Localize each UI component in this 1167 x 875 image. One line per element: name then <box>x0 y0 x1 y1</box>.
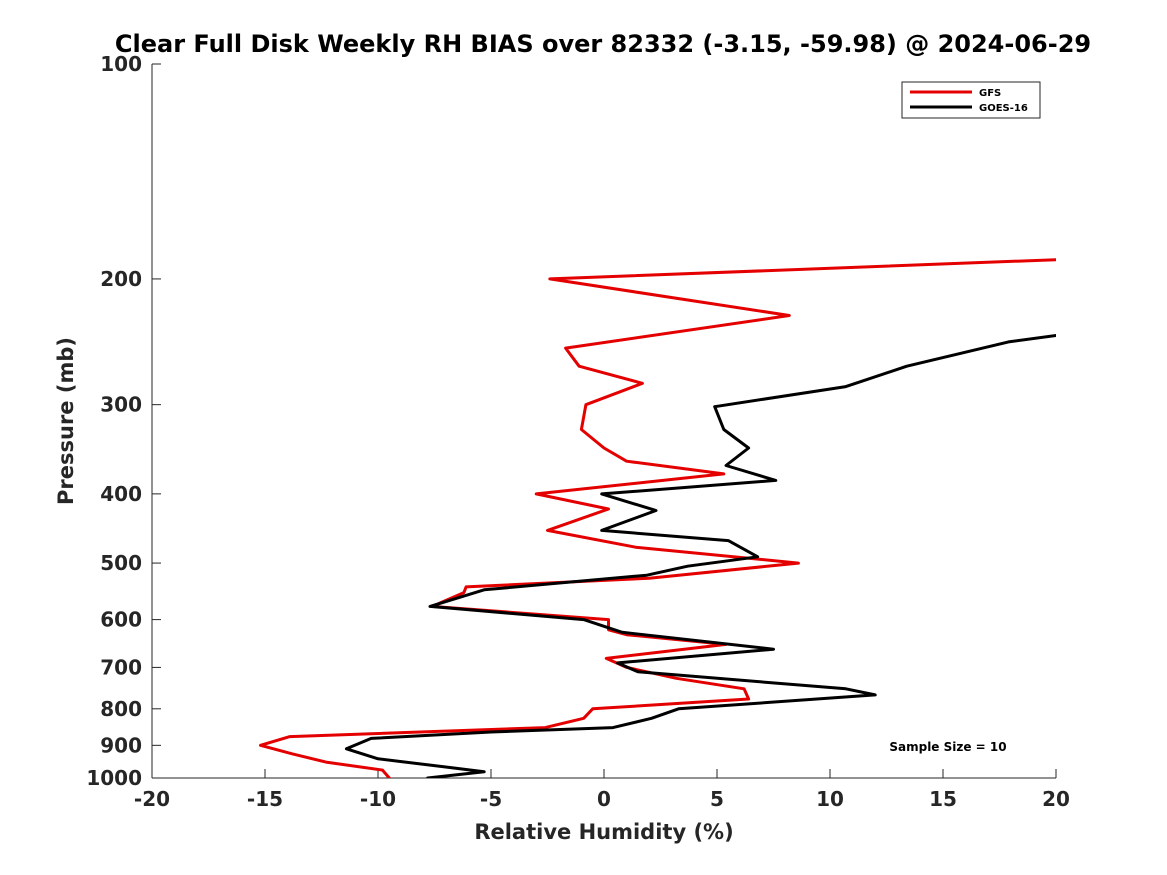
y-tick-label: 300 <box>100 393 142 417</box>
y-tick-label: 500 <box>100 551 142 575</box>
y-tick-label: 100 <box>100 52 142 76</box>
y-tick-label: 400 <box>100 482 142 506</box>
x-tick-label: -5 <box>480 787 502 811</box>
series-line-goes-16 <box>344 334 1056 778</box>
x-tick-label: 10 <box>816 787 844 811</box>
y-tick-label: 600 <box>100 608 142 632</box>
x-tick-label: 15 <box>929 787 957 811</box>
legend-label: GOES-16 <box>979 103 1028 114</box>
y-tick-label: 200 <box>100 267 142 291</box>
x-axis-label: Relative Humidity (%) <box>474 820 733 844</box>
plot-area: -20 -15 -10 -5 0 5 10 15 20 100 200 300 400 500 600 700… <box>86 52 1070 811</box>
x-tick-label: -20 <box>134 787 170 811</box>
y-tick-label: 700 <box>100 655 142 679</box>
chart-title: Clear Full Disk Weekly RH BIAS over 8233… <box>115 30 1091 58</box>
x-tick-label: -15 <box>247 787 283 811</box>
y-tick-label: 800 <box>100 697 142 721</box>
legend-box <box>901 81 1041 119</box>
legend-label: GFS <box>979 88 1001 99</box>
x-tick-label: -10 <box>360 787 396 811</box>
y-tick-label: 900 <box>100 733 142 757</box>
legend: GFS GOES-16 <box>901 81 1041 119</box>
x-tick-label: 5 <box>710 787 724 811</box>
x-tick-label: 0 <box>597 787 611 811</box>
y-axis-label: Pressure (mb) <box>54 337 78 505</box>
x-tick-label: 20 <box>1042 787 1070 811</box>
sample-size-annotation: Sample Size = 10 <box>889 740 1006 754</box>
y-tick-label: 1000 <box>86 766 142 790</box>
